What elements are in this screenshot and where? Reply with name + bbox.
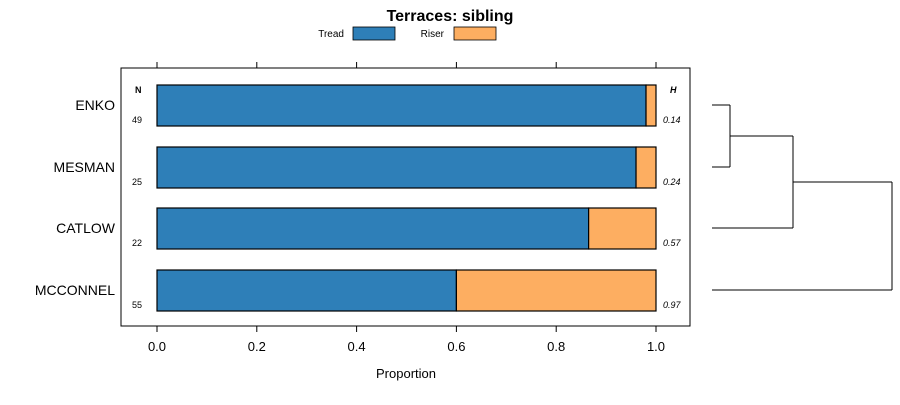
- h-header: H: [670, 85, 677, 95]
- n-value: 25: [132, 177, 142, 187]
- bar-riser-catlow: [588, 207, 657, 250]
- bar-tread-mcconnel: [156, 269, 457, 312]
- bar-riser-enko: [645, 84, 657, 127]
- h-value: 0.57: [663, 238, 682, 248]
- legend-label-tread: Tread: [318, 29, 344, 40]
- x-tick-label: 0.0: [148, 339, 166, 354]
- h-value: 0.97: [663, 300, 682, 310]
- legend-label-riser: Riser: [421, 29, 445, 40]
- legend-swatch-riser: [453, 26, 497, 41]
- h-value: 0.14: [663, 115, 681, 125]
- chart-title: Terraces: sibling: [387, 8, 514, 25]
- n-value: 22: [132, 238, 142, 248]
- legend-swatch-tread: [352, 26, 396, 41]
- bar-riser-mcconnel: [455, 269, 657, 312]
- n-header: N: [135, 85, 142, 95]
- x-tick-label: 0.2: [248, 339, 266, 354]
- category-label: ENKO: [75, 97, 115, 113]
- top-axis-ticks: [156, 62, 657, 68]
- bar-tread-mesman: [156, 146, 637, 189]
- category-label: MCCONNEL: [35, 282, 115, 298]
- bar-tread-catlow: [156, 207, 590, 250]
- x-tick-label: 0.6: [447, 339, 465, 354]
- x-tick-label: 1.0: [647, 339, 665, 354]
- category-labels: ENKO MESMAN CATLOW MCCONNEL: [35, 97, 116, 298]
- bar-tread-enko: [156, 84, 647, 127]
- x-axis-label: Proportion: [376, 366, 436, 381]
- n-value: 55: [132, 300, 142, 310]
- annotations-layer: N H 49 25 22 55 0.14 0.24 0.57 0.97: [132, 85, 682, 310]
- h-value: 0.24: [663, 177, 681, 187]
- category-label: CATLOW: [56, 220, 116, 236]
- dendrogram: [712, 104, 893, 291]
- x-tick-label: 0.8: [547, 339, 565, 354]
- bars-layer: [156, 84, 657, 312]
- x-tick-label: 0.4: [348, 339, 366, 354]
- bar-riser-mesman: [635, 146, 657, 189]
- n-value: 49: [132, 115, 142, 125]
- plot-frame: [120, 67, 691, 327]
- legend: Tread Riser: [318, 26, 497, 41]
- x-axis: 0.0 0.2 0.4 0.6 0.8 1.0: [148, 326, 665, 354]
- category-label: MESMAN: [54, 159, 115, 175]
